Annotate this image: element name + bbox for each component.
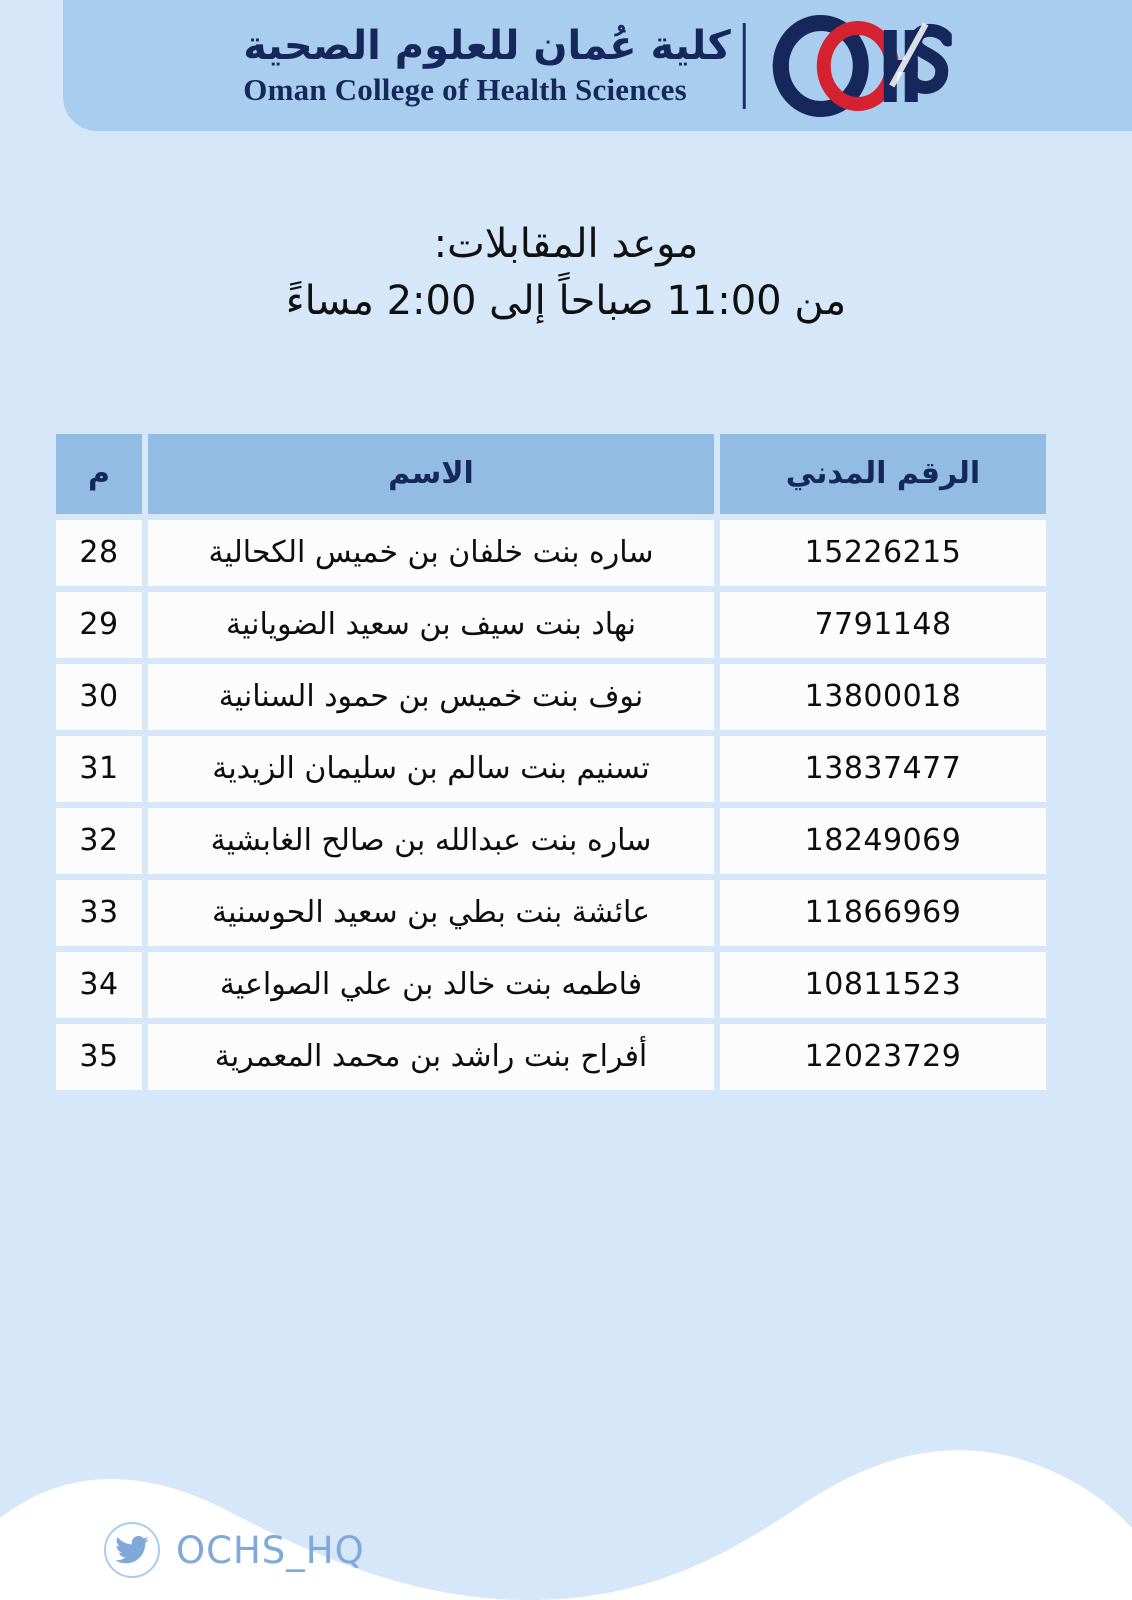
- candidates-table-wrap: الرقم المدني الاسم م 15226215 ساره بنت خل…: [56, 428, 1052, 1096]
- decorative-wave: [0, 1450, 1132, 1600]
- twitter-bird-glyph: [115, 1536, 149, 1564]
- college-name-english: Oman College of Health Sciences: [243, 72, 687, 108]
- cell-civil-id: 13837477: [720, 736, 1046, 802]
- table-row: 18249069 ساره بنت عبدالله بن صالح الغابشي…: [56, 808, 1046, 874]
- column-header-name: الاسم: [148, 434, 714, 514]
- candidates-table: الرقم المدني الاسم م 15226215 ساره بنت خل…: [50, 428, 1052, 1096]
- table-row: 10811523 فاطمه بنت خالد بن علي الصواعية 34: [56, 952, 1046, 1018]
- cell-name: فاطمه بنت خالد بن علي الصواعية: [148, 952, 714, 1018]
- logo-text-group: كلية عُمان للعلوم الصحية Oman College of…: [243, 22, 731, 109]
- twitter-bird-icon[interactable]: [104, 1522, 160, 1578]
- cell-name: ساره بنت عبدالله بن صالح الغابشية: [148, 808, 714, 874]
- cell-index: 32: [56, 808, 142, 874]
- table-row: 13837477 تسنيم بنت سالم بن سليمان الزيدية…: [56, 736, 1046, 802]
- social-footer[interactable]: OCHS_HQ: [104, 1522, 365, 1578]
- title-line-2: من 11:00 صباحاً إلى 2:00 مساءً: [285, 277, 847, 324]
- cell-civil-id: 10811523: [720, 952, 1046, 1018]
- cell-index: 31: [56, 736, 142, 802]
- interview-schedule-title: موعد المقابلات: من 11:00 صباحاً إلى 2:00…: [0, 216, 1132, 330]
- cell-civil-id: 11866969: [720, 880, 1046, 946]
- table-row: 7791148 نهاد بنت سيف بن سعيد الضويانية 29: [56, 592, 1046, 658]
- table-header-row: الرقم المدني الاسم م: [56, 434, 1046, 514]
- cell-index: 34: [56, 952, 142, 1018]
- cell-name: أفراح بنت راشد بن محمد المعمرية: [148, 1024, 714, 1090]
- cell-index: 28: [56, 520, 142, 586]
- cell-index: 30: [56, 664, 142, 730]
- cell-index: 33: [56, 880, 142, 946]
- table-head: الرقم المدني الاسم م: [56, 434, 1046, 514]
- header-band: كلية عُمان للعلوم الصحية Oman College of…: [63, 0, 1132, 131]
- college-logo: كلية عُمان للعلوم الصحية Oman College of…: [243, 14, 952, 118]
- column-header-civil-id: الرقم المدني: [720, 434, 1046, 514]
- table-row: 12023729 أفراح بنت راشد بن محمد المعمرية 3…: [56, 1024, 1046, 1090]
- column-header-index: م: [56, 434, 142, 514]
- cell-name: عائشة بنت بطي بن سعيد الحوسنية: [148, 880, 714, 946]
- ochs-monogram-logo-icon: [772, 14, 952, 117]
- cell-index: 29: [56, 592, 142, 658]
- cell-civil-id: 18249069: [720, 808, 1046, 874]
- cell-civil-id: 13800018: [720, 664, 1046, 730]
- table-row: 15226215 ساره بنت خلفان بن خميس الكحالية 2…: [56, 520, 1046, 586]
- college-name-arabic: كلية عُمان للعلوم الصحية: [243, 22, 731, 69]
- table-row: 11866969 عائشة بنت بطي بن سعيد الحوسنية 33: [56, 880, 1046, 946]
- cell-name: ساره بنت خلفان بن خميس الكحالية: [148, 520, 714, 586]
- cell-civil-id: 12023729: [720, 1024, 1046, 1090]
- title-line-1: موعد المقابلات:: [433, 221, 699, 267]
- cell-name: نهاد بنت سيف بن سعيد الضويانية: [148, 592, 714, 658]
- cell-index: 35: [56, 1024, 142, 1090]
- logo-divider: [742, 22, 746, 109]
- cell-civil-id: 15226215: [720, 520, 1046, 586]
- table-row: 13800018 نوف بنت خميس بن حمود السنانية 30: [56, 664, 1046, 730]
- cell-name: تسنيم بنت سالم بن سليمان الزيدية: [148, 736, 714, 802]
- cell-civil-id: 7791148: [720, 592, 1046, 658]
- twitter-handle[interactable]: OCHS_HQ: [176, 1528, 365, 1572]
- cell-name: نوف بنت خميس بن حمود السنانية: [148, 664, 714, 730]
- table-body: 15226215 ساره بنت خلفان بن خميس الكحالية 2…: [56, 520, 1046, 1090]
